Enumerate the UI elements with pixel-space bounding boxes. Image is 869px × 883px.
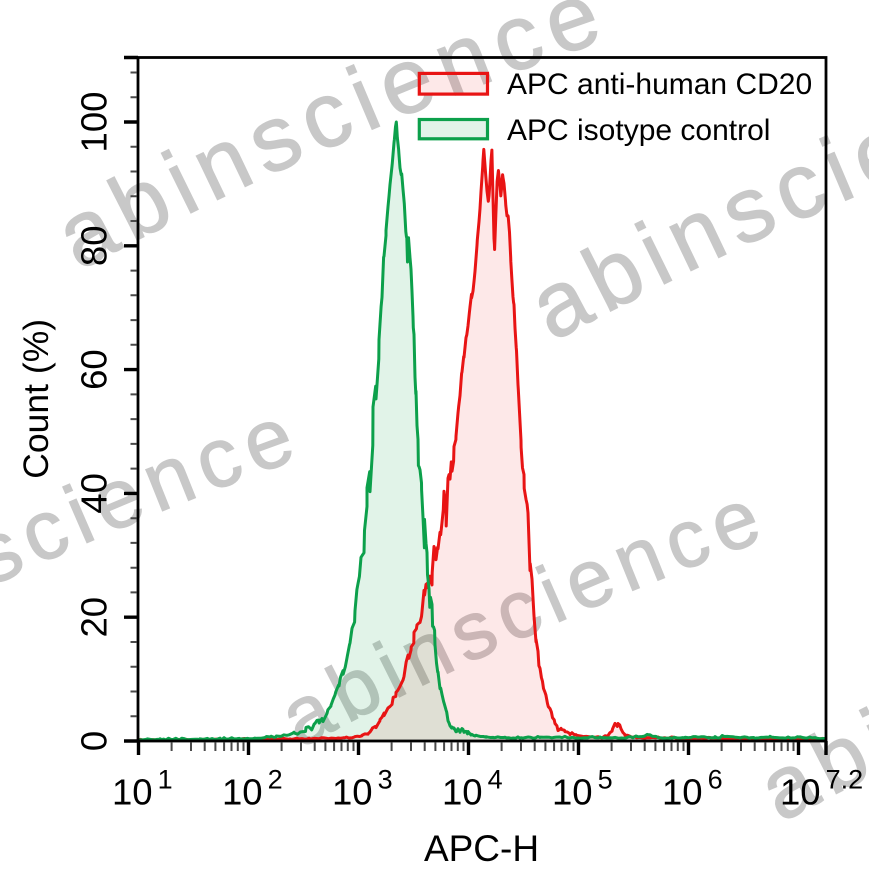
svg-text:80: 80 — [74, 225, 115, 266]
svg-text:APC anti-human CD20: APC anti-human CD20 — [507, 68, 812, 101]
svg-text:20: 20 — [74, 597, 115, 638]
svg-text:40: 40 — [74, 473, 115, 514]
svg-text:Count (%): Count (%) — [16, 319, 56, 479]
svg-text:60: 60 — [74, 349, 115, 390]
svg-text:0: 0 — [74, 731, 115, 751]
svg-text:APC isotype control: APC isotype control — [507, 114, 770, 147]
svg-text:105: 10 5 — [552, 765, 613, 813]
svg-text:APC-H: APC-H — [424, 828, 539, 869]
svg-text:100: 100 — [74, 92, 115, 153]
